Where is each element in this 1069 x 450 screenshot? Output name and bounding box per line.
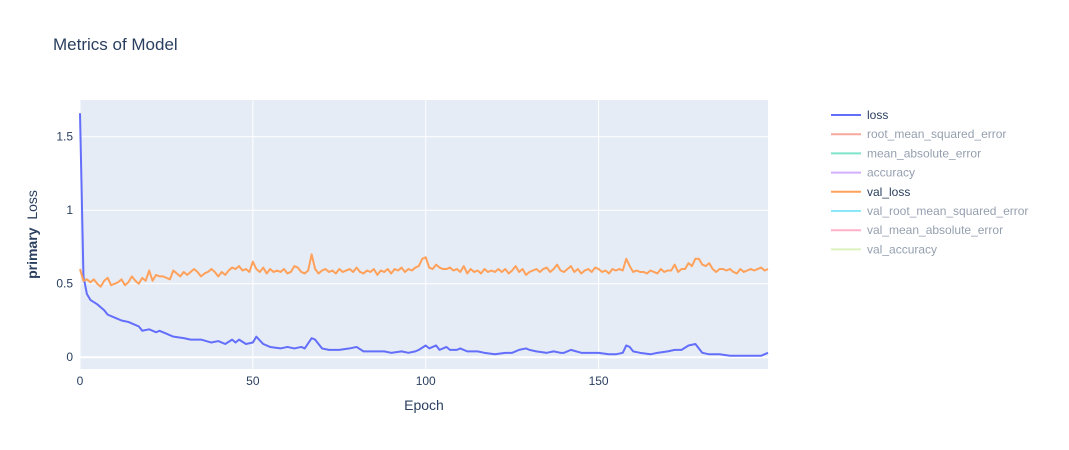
plot-area[interactable]: [80, 100, 768, 369]
gridlines: [79, 100, 768, 369]
y-axis-title-bold: primary: [24, 227, 40, 279]
legend-item-val-mean-absolute-error[interactable]: val_mean_absolute_error: [831, 223, 1003, 237]
series-line-val-loss: [79, 253, 769, 288]
legend-item-val-accuracy[interactable]: val_accuracy: [831, 242, 937, 256]
legend-label: val_root_mean_squared_error: [867, 204, 1028, 218]
legend-label: val_mean_absolute_error: [867, 223, 1003, 237]
legend-item-val-root-mean-squared-error[interactable]: val_root_mean_squared_error: [831, 204, 1028, 218]
x-axis-ticks: 0 50 100 150: [77, 374, 609, 388]
x-tick-label: 100: [416, 374, 436, 388]
x-tick-label: 150: [589, 374, 609, 388]
legend-item-accuracy[interactable]: accuracy: [831, 166, 915, 180]
legend-item-root-mean-squared-error[interactable]: root_mean_squared_error: [831, 127, 1006, 141]
y-tick-label: 0.5: [56, 277, 73, 291]
y-tick-label: 1.5: [56, 130, 73, 144]
legend-item-val-loss[interactable]: val_loss: [831, 185, 910, 199]
y-tick-label: 0: [66, 350, 73, 364]
x-tick-label: 0: [77, 374, 84, 388]
x-tick-label: 50: [246, 374, 260, 388]
legend-label: val_loss: [867, 185, 910, 199]
legend-label: root_mean_squared_error: [867, 127, 1006, 141]
legend: loss root_mean_squared_error mean_absolute…: [831, 108, 1028, 256]
legend-item-mean-absolute-error[interactable]: mean_absolute_error: [831, 146, 981, 160]
legend-label: val_accuracy: [867, 242, 937, 256]
y-axis-ticks: 0 0.5 1 1.5: [56, 130, 73, 364]
x-axis-title: Epoch: [404, 397, 444, 413]
y-axis-title: primary Loss: [24, 190, 40, 279]
legend-item-loss[interactable]: loss: [831, 108, 888, 122]
y-axis-title-rest: Loss: [24, 190, 40, 220]
y-tick-label: 1: [66, 203, 73, 217]
series-line-loss: [79, 113, 769, 357]
series-lines: [79, 113, 769, 357]
legend-label: accuracy: [867, 166, 915, 180]
legend-label: loss: [867, 108, 888, 122]
legend-label: mean_absolute_error: [867, 146, 981, 160]
chart-title: Metrics of Model: [53, 35, 178, 54]
